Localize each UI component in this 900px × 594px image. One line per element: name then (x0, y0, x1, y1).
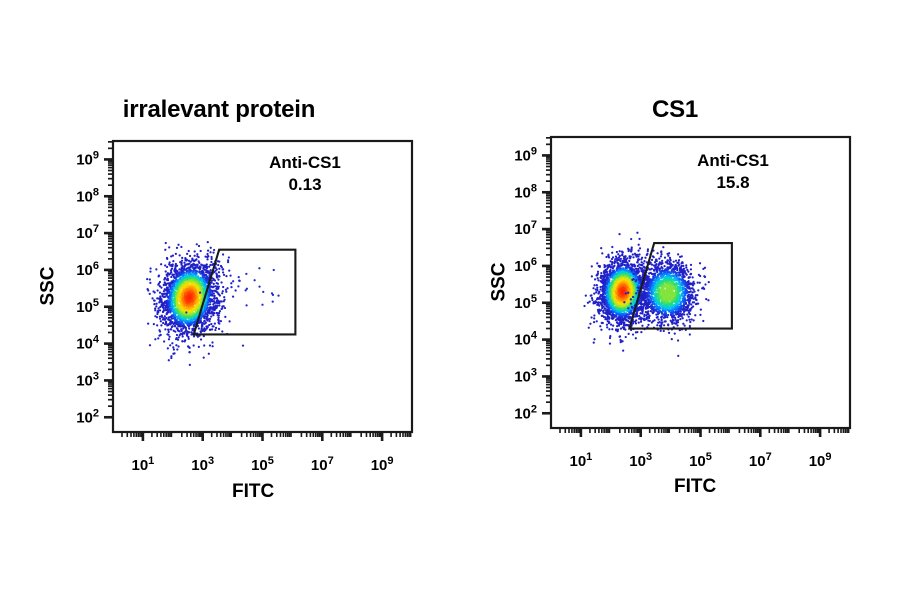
panel-title-left: irralevant protein (122, 96, 316, 123)
y-tick-label: 109 (514, 145, 537, 164)
x-tick-label: 101 (131, 455, 154, 474)
y-tick-label: 107 (514, 219, 537, 238)
gate-polygon[interactable] (627, 242, 733, 330)
y-tick-label: 103 (76, 370, 99, 389)
x-tick-label: 103 (629, 451, 652, 470)
y-tick-label: 108 (76, 186, 99, 205)
plot-area-left: 102 103 104 105 106 107 108 109 101 103 105 107 109 (76, 139, 414, 474)
annotation-value-left: 0.13 (288, 175, 322, 195)
y-tick-label: 106 (76, 260, 99, 279)
annotation-label-left: Anti-CS1 (269, 153, 341, 172)
y-tick-label: 102 (514, 403, 537, 422)
x-tick-label: 109 (371, 455, 394, 474)
x-tick-label: 107 (311, 455, 334, 474)
y-tick-label: 105 (76, 297, 99, 316)
x-tick-label: 107 (749, 451, 772, 470)
x-tick-label: 105 (689, 451, 712, 470)
gate-polygon[interactable] (192, 248, 297, 336)
annotation-label-right: Anti-CS1 (697, 151, 769, 170)
y-tick-label: 104 (76, 334, 100, 353)
y-tick-label: 105 (514, 293, 537, 312)
x-axis-label-left: FITC (232, 481, 275, 502)
gate-annotation-right: Anti-CS1 15.8 (633, 150, 833, 195)
x-tick-label: 109 (809, 451, 832, 470)
x-tick-label: 103 (191, 455, 214, 474)
plot-frame (111, 139, 414, 434)
x-axis-label-right: FITC (674, 476, 717, 497)
event-dots (583, 231, 710, 357)
panel-title-right: CS1 (651, 96, 699, 123)
panel-cs1: CS1 Anti-CS1 15.8 SSC FITC 102 103 104 105 1… (450, 0, 900, 594)
y-tick-label: 102 (76, 407, 99, 426)
y-tick-label: 104 (514, 330, 538, 349)
y-tick-label: 103 (514, 366, 537, 385)
annotation-value-right: 15.8 (716, 173, 750, 193)
y-tick-label: 108 (514, 182, 537, 201)
plot-area-right: 102 103 104 105 106 107 108 109 101 103 105 107 109 (514, 135, 852, 470)
event-dots (146, 241, 280, 366)
y-tick-label: 107 (76, 223, 99, 242)
panel-irralevant-protein: irralevant protein Anti-CS1 0.13 SSC FIT… (38, 96, 414, 502)
y-tick-label: 106 (514, 256, 537, 275)
y-tick-label: 109 (76, 149, 99, 168)
x-tick-label: 105 (251, 455, 274, 474)
x-tick-label: 101 (569, 451, 592, 470)
gate-annotation-left: Anti-CS1 0.13 (205, 152, 405, 197)
